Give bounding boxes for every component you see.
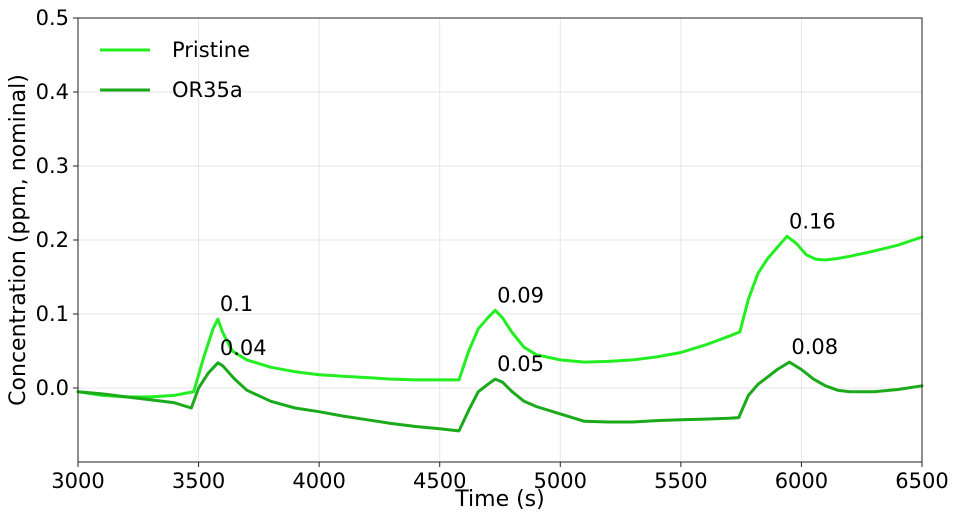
y-axis-ticks: 0.0 0.1 0.2 0.3 0.4 0.5 [36,6,78,400]
series-layer [76,234,924,433]
legend-label: OR35a [172,78,243,102]
peak-annotation: 0.05 [497,352,544,376]
series-line-or35a [76,360,924,433]
legend: Pristine OR35a [100,38,250,102]
peak-annotation: 0.09 [497,283,544,307]
x-tick-label: 4500 [413,469,466,493]
x-axis-label: Time (s) [454,487,544,512]
x-tick-label: 3000 [51,469,104,493]
peak-annotation: 0.16 [789,209,836,233]
x-tick-label: 6500 [895,469,948,493]
y-tick-label: 0.5 [36,6,69,30]
y-tick-label: 0.4 [36,80,69,104]
series-line-pristine [76,234,924,399]
legend-label: Pristine [172,38,250,62]
x-tick-label: 5000 [534,469,587,493]
y-tick-label: 0.0 [36,376,69,400]
peak-annotation: 0.1 [220,292,253,316]
annotation-layer: 0.1 0.04 0.09 0.05 0.16 0.08 [220,209,838,376]
x-axis-ticks: 3000 3500 4000 4500 5000 5500 6000 6500 [51,462,949,493]
y-tick-label: 0.1 [36,302,69,326]
x-tick-label: 3500 [172,469,225,493]
y-axis-label: Concentration (ppm, nominal) [6,74,31,406]
x-tick-label: 4000 [292,469,345,493]
x-tick-label: 6000 [775,469,828,493]
x-tick-label: 5500 [654,469,707,493]
peak-annotation: 0.04 [220,336,267,360]
y-tick-label: 0.2 [36,228,69,252]
peak-annotation: 0.08 [791,335,838,359]
y-tick-label: 0.3 [36,154,69,178]
